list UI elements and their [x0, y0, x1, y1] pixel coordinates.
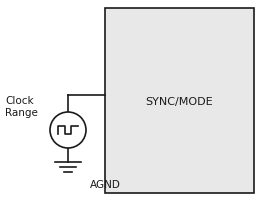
Circle shape: [50, 112, 86, 148]
Text: SYNC/MODE: SYNC/MODE: [145, 97, 213, 107]
Bar: [105, 8, 254, 193]
Text: AGND: AGND: [90, 180, 121, 190]
Text: Clock
Range: Clock Range: [5, 96, 38, 118]
